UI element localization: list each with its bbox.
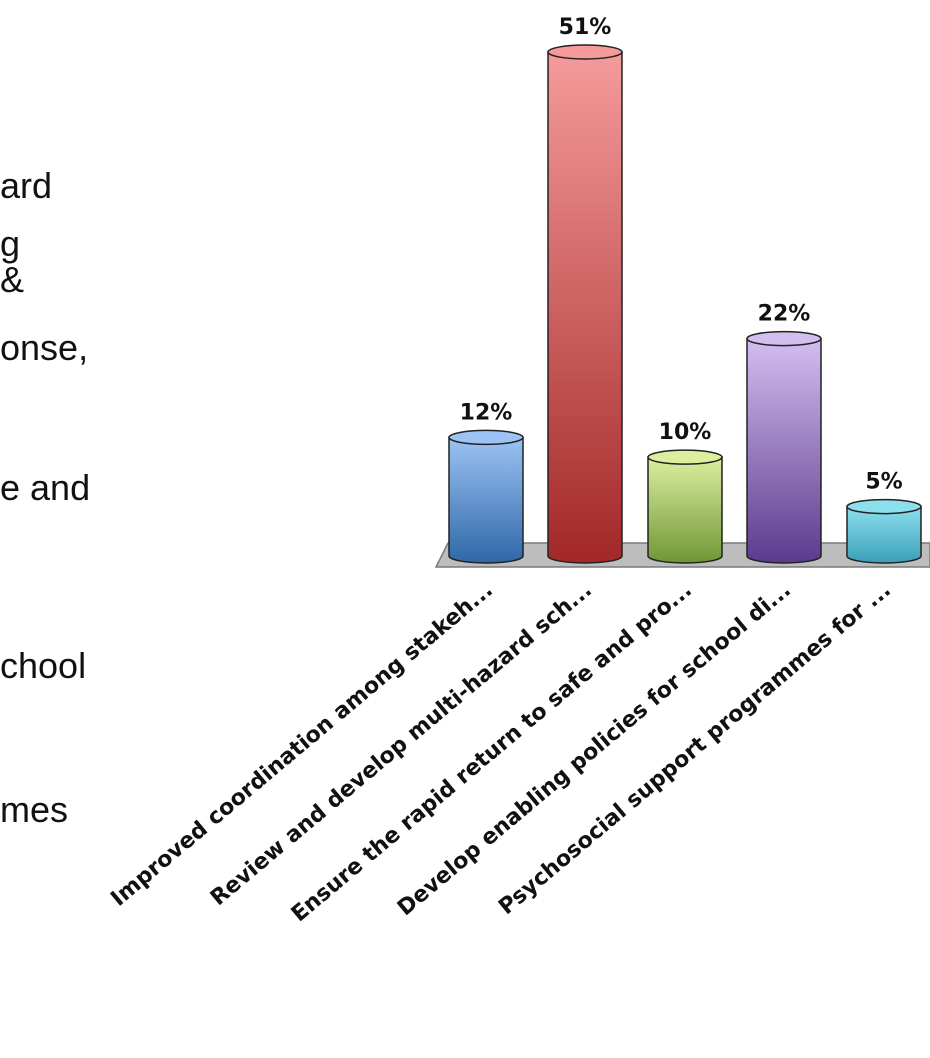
text-fragment: & bbox=[0, 259, 25, 300]
bar-top-cap bbox=[746, 330, 822, 347]
category-label: Ensure the rapid return to safe and pro.… bbox=[287, 577, 697, 927]
data-label: 10% bbox=[659, 420, 712, 445]
slide-body-text: ard g & onse, e and chool mes bbox=[0, 0, 440, 1058]
bar-top-cap bbox=[647, 449, 723, 465]
data-label: 12% bbox=[460, 400, 513, 425]
category-label: Improved coordination among stakeh... bbox=[106, 577, 497, 911]
text-fragment: onse, bbox=[0, 327, 89, 368]
text-fragment: g bbox=[0, 223, 21, 264]
bar-top-cap bbox=[547, 44, 623, 60]
text-fragment: chool bbox=[0, 645, 87, 686]
text-fragment: e and bbox=[0, 467, 91, 508]
bars-group bbox=[448, 44, 922, 564]
bar-top-cap bbox=[448, 429, 524, 446]
bar bbox=[647, 456, 723, 564]
data-label: 5% bbox=[865, 470, 902, 495]
text-fragment: ard bbox=[0, 165, 53, 206]
bar bbox=[846, 505, 922, 564]
bar bbox=[746, 337, 822, 564]
category-label: Review and develop multi-hazard sch... bbox=[206, 577, 597, 911]
bar bbox=[448, 436, 524, 564]
bar bbox=[547, 51, 623, 564]
value-labels-group: 12% 51% 10% 22% 5% bbox=[460, 15, 903, 495]
category-labels-group: Improved coordination among stakeh...Rev… bbox=[106, 577, 895, 927]
text-fragment: mes bbox=[0, 789, 69, 830]
bar-top-cap bbox=[846, 498, 922, 515]
data-label: 22% bbox=[758, 302, 811, 327]
data-label: 51% bbox=[559, 15, 612, 40]
